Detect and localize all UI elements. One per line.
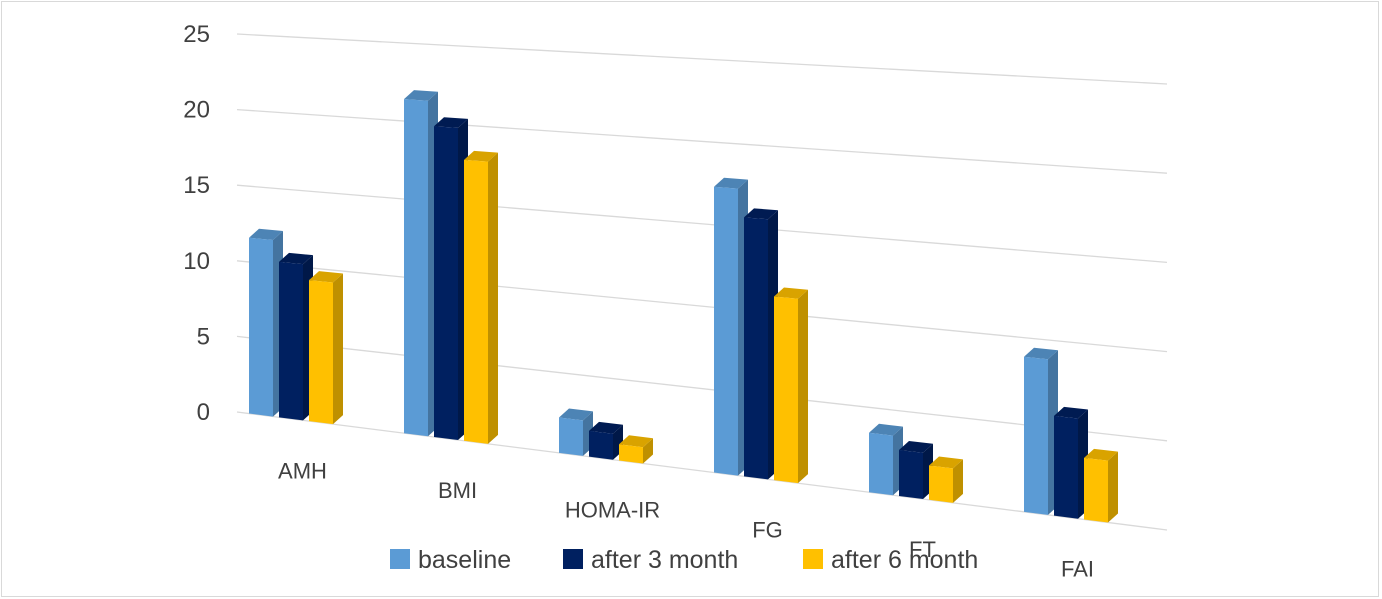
bar [279, 252, 313, 421]
legend-swatch [563, 549, 583, 569]
gridline [236, 411, 1168, 531]
bar-top [899, 440, 933, 453]
bar-front [589, 430, 613, 460]
y-tick-label: 20 [183, 97, 210, 124]
bars [249, 90, 1118, 523]
bar-top [1084, 448, 1118, 461]
legend-label: after 6 month [831, 546, 978, 574]
bar-front [774, 296, 798, 484]
gridline [236, 33, 1168, 85]
bar-front [464, 159, 488, 444]
bar-front [559, 417, 583, 456]
bar [1054, 406, 1088, 519]
bar [559, 408, 593, 456]
bar [869, 423, 903, 496]
y-tick-label: 5 [197, 323, 210, 350]
legend-swatch [390, 549, 410, 569]
category-label: AMH [278, 458, 327, 483]
bar [464, 150, 498, 444]
bar-top [619, 435, 653, 448]
category-label: FT [909, 537, 936, 562]
legend-swatch [803, 549, 823, 569]
category-label: BMI [438, 478, 477, 503]
legend-item: baseline [390, 546, 511, 574]
legend-item: after 6 month [803, 546, 978, 574]
bar-top [464, 150, 498, 162]
bar-top [744, 208, 778, 220]
category-label: FAI [1061, 557, 1094, 582]
bar-top [714, 177, 748, 189]
y-tick-label: 15 [183, 172, 210, 199]
bar-front [929, 465, 953, 503]
bar [929, 456, 963, 503]
bar-top [774, 287, 808, 299]
gridline [236, 260, 1168, 353]
bar [404, 90, 438, 437]
bar-front [714, 186, 738, 476]
category-labels: AMH BMI HOMA-IR FG FT FAI [278, 458, 1094, 581]
legend-item: after 3 month [563, 546, 738, 574]
y-tick-label: 25 [183, 21, 210, 48]
bar [1084, 448, 1118, 523]
y-tick-label: 10 [183, 248, 210, 275]
bar-front [279, 261, 303, 421]
gridlines [236, 33, 1168, 531]
bar-side [798, 289, 808, 484]
legend-label: after 3 month [591, 546, 738, 574]
category-label: HOMA-IR [565, 498, 660, 523]
bar [619, 435, 653, 464]
bar-top [1054, 406, 1088, 419]
bar [249, 228, 283, 417]
bar-front [1024, 356, 1048, 515]
bar-top [1024, 347, 1058, 360]
bar-front [309, 280, 333, 425]
bar-top [404, 90, 438, 101]
bar-front [619, 444, 643, 464]
gridline [236, 335, 1168, 442]
bar-front [869, 432, 893, 496]
bar-front [249, 237, 273, 417]
bar-front [899, 449, 923, 500]
bar-top [929, 456, 963, 469]
gridline [236, 184, 1168, 264]
bar [1024, 347, 1058, 515]
bar-top [249, 228, 283, 240]
bar-side [488, 152, 498, 444]
bar-side [643, 438, 653, 464]
bar [714, 177, 748, 476]
bar-top [279, 252, 313, 265]
bar [744, 208, 778, 480]
bar-top [869, 423, 903, 436]
bar-front [434, 126, 458, 441]
bar-top [434, 117, 468, 128]
bar-top [309, 271, 343, 283]
y-tick-label: 0 [197, 399, 210, 426]
bar-side [333, 273, 343, 425]
y-axis-ticks: 0 5 10 15 20 25 [183, 21, 210, 426]
bar-front [404, 99, 428, 437]
bar [589, 421, 623, 460]
bar [309, 271, 343, 425]
bar [899, 440, 933, 500]
bar-front [1054, 415, 1078, 519]
bar-front [744, 217, 768, 480]
legend-label: baseline [418, 546, 511, 574]
category-label: FG [752, 517, 783, 542]
bar-top [589, 421, 623, 434]
bar-side [953, 459, 963, 503]
bar-front [1084, 457, 1108, 523]
bar [434, 117, 468, 441]
legend: baseline after 3 month after 6 month [390, 546, 978, 574]
bar-side [1108, 451, 1118, 523]
gridline [236, 108, 1168, 174]
bar-top [559, 408, 593, 421]
bar [774, 287, 808, 484]
